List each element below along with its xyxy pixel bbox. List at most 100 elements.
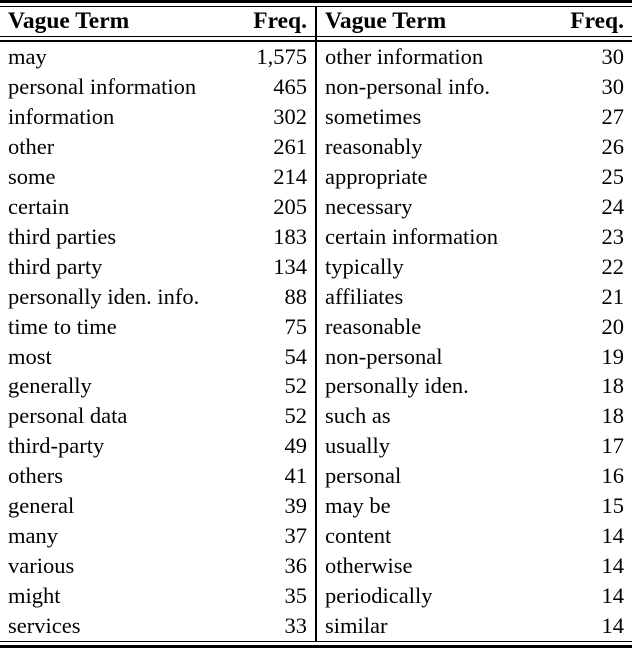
table-columns: Vague Term Freq. may 1,575 personal info… (0, 7, 632, 641)
term-cell: personal (325, 463, 402, 489)
freq-cell: 20 (601, 313, 625, 339)
term-cell: certain (8, 193, 70, 219)
table-row: services 33 (0, 611, 315, 641)
term-cell: sometimes (325, 103, 422, 129)
table-row: personal 16 (317, 461, 632, 491)
freq-cell: 30 (601, 73, 625, 99)
table-row: information 302 (0, 102, 315, 132)
term-cell: may be (325, 493, 391, 519)
term-cell: information (8, 103, 115, 129)
term-cell: typically (325, 253, 404, 279)
table-row: other information 30 (317, 42, 632, 72)
header-term-label: Vague Term (325, 8, 447, 34)
freq-cell: 1,575 (256, 43, 307, 69)
freq-cell: 24 (601, 193, 625, 219)
term-cell: necessary (325, 193, 413, 219)
table-left-half: Vague Term Freq. may 1,575 personal info… (0, 7, 315, 641)
table-row: such as 18 (317, 401, 632, 431)
freq-cell: 54 (284, 343, 308, 369)
table-row: generally 52 (0, 371, 315, 401)
freq-cell: 39 (284, 493, 308, 519)
term-cell: third party (8, 253, 103, 279)
freq-cell: 30 (601, 43, 625, 69)
table-header-right: Vague Term Freq. (317, 7, 632, 36)
term-cell: usually (325, 433, 390, 459)
table-row: third-party 49 (0, 431, 315, 461)
freq-cell: 18 (601, 403, 625, 429)
freq-cell: 19 (601, 343, 625, 369)
header-separator-rule (317, 36, 632, 42)
table-row: various 36 (0, 551, 315, 581)
table-row: might 35 (0, 581, 315, 611)
term-cell: general (8, 493, 75, 519)
freq-cell: 52 (284, 403, 308, 429)
term-cell: might (8, 583, 61, 609)
term-cell: most (8, 343, 52, 369)
freq-cell: 37 (284, 523, 308, 549)
term-cell: similar (325, 613, 388, 639)
freq-cell: 302 (273, 103, 307, 129)
term-cell: periodically (325, 583, 433, 609)
term-cell: various (8, 553, 75, 579)
table-row: third party 134 (0, 252, 315, 282)
freq-cell: 49 (284, 433, 308, 459)
table-row: most 54 (0, 342, 315, 372)
term-cell: certain information (325, 223, 499, 249)
term-cell: generally (8, 373, 92, 399)
term-cell: time to time (8, 313, 117, 339)
term-cell: personally iden. info. (8, 283, 200, 309)
table-row: sometimes 27 (317, 102, 632, 132)
freq-cell: 75 (284, 313, 308, 339)
term-cell: personally iden. (325, 373, 469, 399)
table-row: personally iden. info. 88 (0, 282, 315, 312)
table-row: personally iden. 18 (317, 371, 632, 401)
freq-cell: 465 (273, 73, 307, 99)
table-row: personal information 465 (0, 72, 315, 102)
term-cell: other information (325, 43, 484, 69)
term-cell: personal data (8, 403, 128, 429)
header-separator-rule (0, 36, 315, 42)
freq-cell: 88 (284, 283, 308, 309)
term-cell: reasonably (325, 133, 423, 159)
term-cell: otherwise (325, 553, 413, 579)
table-row: general 39 (0, 491, 315, 521)
table-right-half: Vague Term Freq. other information 30 no… (315, 7, 632, 641)
table-header-left: Vague Term Freq. (0, 7, 315, 36)
header-freq-label: Freq. (570, 8, 624, 34)
freq-cell: 14 (601, 523, 625, 549)
freq-cell: 22 (601, 253, 625, 279)
freq-cell: 261 (273, 133, 307, 159)
freq-cell: 33 (284, 613, 308, 639)
table-row: reasonable 20 (317, 312, 632, 342)
freq-cell: 16 (601, 463, 625, 489)
freq-cell: 205 (273, 193, 307, 219)
table-row: certain 205 (0, 192, 315, 222)
table-row: reasonably 26 (317, 132, 632, 162)
table-row: usually 17 (317, 431, 632, 461)
freq-cell: 25 (601, 163, 625, 189)
freq-cell: 35 (284, 583, 308, 609)
header-term-label: Vague Term (8, 8, 130, 34)
term-cell: some (8, 163, 56, 189)
table-row: similar 14 (317, 611, 632, 641)
freq-cell: 14 (601, 613, 625, 639)
table-row: others 41 (0, 461, 315, 491)
table-row: time to time 75 (0, 312, 315, 342)
freq-cell: 27 (601, 103, 625, 129)
freq-cell: 52 (284, 373, 308, 399)
freq-cell: 183 (273, 223, 307, 249)
table-row: periodically 14 (317, 581, 632, 611)
freq-cell: 214 (273, 163, 307, 189)
table-row: content 14 (317, 521, 632, 551)
term-cell: such as (325, 403, 391, 429)
table-row: may be 15 (317, 491, 632, 521)
table-bottom-rule (0, 641, 632, 648)
table-row: many 37 (0, 521, 315, 551)
term-cell: may (8, 43, 47, 69)
term-cell: personal information (8, 73, 197, 99)
freq-cell: 17 (601, 433, 625, 459)
table-rows-right: other information 30 non-personal info. … (317, 42, 632, 641)
freq-cell: 36 (284, 553, 308, 579)
freq-cell: 15 (601, 493, 625, 519)
